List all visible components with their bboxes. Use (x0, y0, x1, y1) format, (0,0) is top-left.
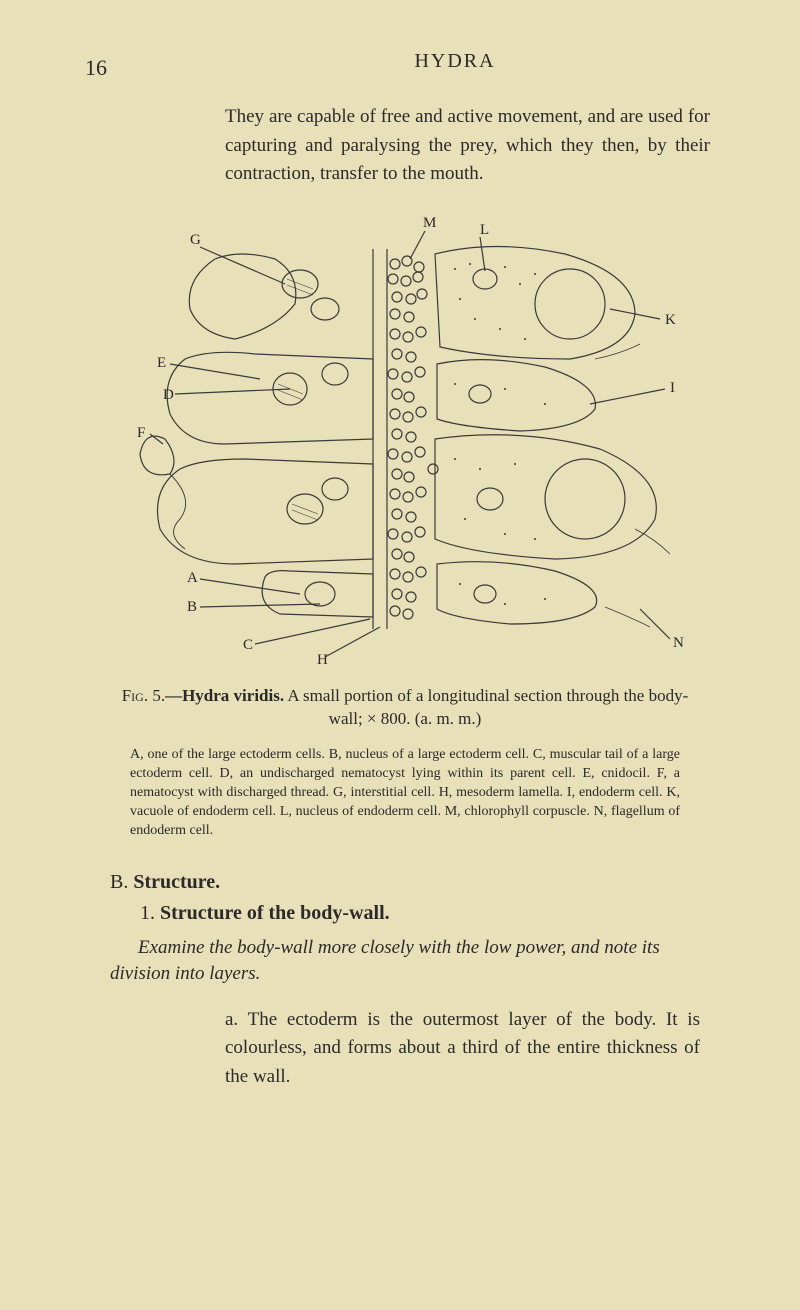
label-h: H (317, 652, 328, 668)
label-m: M (423, 215, 436, 231)
page-number: 16 (85, 55, 107, 81)
item-a-text: The ectoderm is the outermost layer of t… (225, 1009, 700, 1087)
subsection-title: Structure of the body-wall. (160, 902, 390, 924)
figure-legend: A, one of the large ectoderm cells. B, n… (130, 746, 680, 840)
intro-paragraph: They are capable of free and active move… (225, 103, 710, 189)
figure-number: Fig. 5. (122, 686, 165, 705)
section-letter: B. (110, 871, 128, 893)
label-a: A (187, 570, 198, 586)
label-b: B (187, 599, 197, 615)
label-c: C (243, 637, 253, 653)
label-n: N (673, 635, 684, 651)
figure-caption: Fig. 5.—Hydra viridis. A small portion o… (120, 684, 690, 732)
subsection-1-heading: 1. Structure of the body-wall. (140, 902, 730, 925)
label-k: K (665, 312, 676, 328)
section-title: Structure. (133, 871, 220, 893)
section-b-heading: B. Structure. (110, 871, 730, 894)
figure-caption-text: A small portion of a longitudinal sectio… (287, 686, 688, 729)
label-d: D (163, 387, 174, 403)
label-g: G (190, 232, 201, 248)
examine-paragraph: Examine the body-wall more closely with … (110, 935, 700, 988)
figure-hydra-section: G M L K E D F I A B C H N (125, 209, 685, 669)
label-l: L (480, 222, 489, 238)
item-a-paragraph: a. The ectoderm is the outermost layer o… (225, 1006, 700, 1092)
label-i: I (670, 380, 675, 396)
label-e: E (157, 355, 166, 371)
item-a-letter: a. (225, 1009, 238, 1030)
page-header: HYDRA (180, 50, 730, 73)
label-f: F (137, 425, 145, 441)
hydra-diagram-svg: G M L K E D F I A B C H N (125, 209, 685, 669)
figure-title: —Hydra viridis. (165, 686, 284, 705)
subsection-number: 1. (140, 902, 155, 924)
